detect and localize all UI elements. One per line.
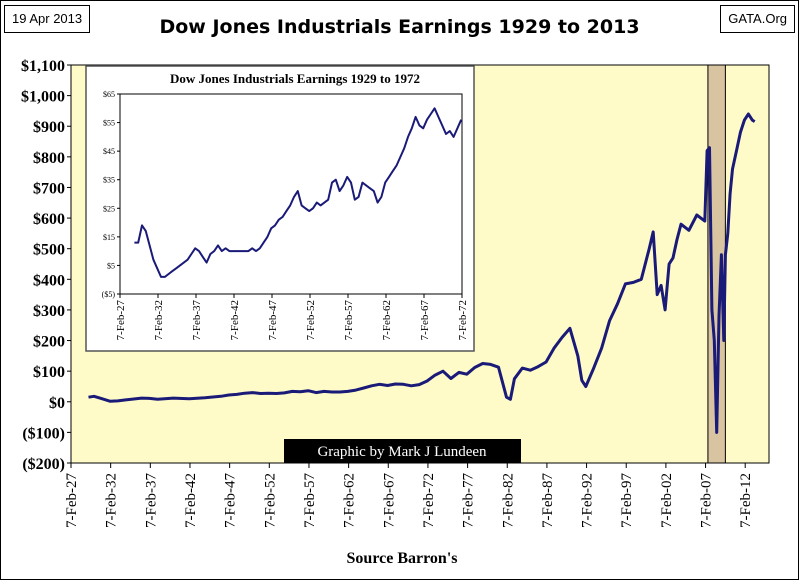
y-tick-label: $1,100 xyxy=(21,58,65,75)
inset-x-tick-label: 7-Feb-67 xyxy=(419,300,431,341)
y-tick-label: $600 xyxy=(33,211,65,228)
inset-x-tick-label: 7-Feb-52 xyxy=(305,300,317,340)
x-tick-label: 7-Feb-72 xyxy=(421,473,437,528)
inset-x-tick-label: 7-Feb-42 xyxy=(229,300,241,340)
x-tick-label: 7-Feb-27 xyxy=(64,473,80,528)
inset-y-tick-label: $35 xyxy=(103,176,115,185)
x-tick-label: 7-Feb-02 xyxy=(659,473,675,528)
x-tick-label: 7-Feb-32 xyxy=(104,473,120,528)
site-label: GATA.Org xyxy=(720,5,795,33)
y-tick-label: $1,000 xyxy=(21,89,65,106)
x-tick-label: 7-Feb-92 xyxy=(580,473,596,528)
inset-plot-area xyxy=(119,93,463,295)
y-tick-label: $700 xyxy=(33,180,65,197)
inset-y-tick-label: ($5) xyxy=(102,290,116,299)
inset-y-tick-label: $55 xyxy=(103,119,115,128)
y-tick-label: $800 xyxy=(33,150,65,167)
y-tick-label: $400 xyxy=(33,272,65,289)
inset-y-tick-label: $65 xyxy=(103,90,115,99)
credit-box xyxy=(284,439,521,463)
x-tick-label: 7-Feb-42 xyxy=(183,473,199,528)
date-label: 19 Apr 2013 xyxy=(4,5,91,33)
x-tick-label: 7-Feb-07 xyxy=(699,473,715,528)
x-tick-label: 7-Feb-77 xyxy=(461,473,477,528)
y-tick-label: ($100) xyxy=(22,425,65,442)
x-tick-label: 7-Feb-37 xyxy=(143,473,159,528)
y-tick-label: $200 xyxy=(33,334,65,351)
y-tick-label: $300 xyxy=(33,303,65,320)
inset-y-tick-label: $5 xyxy=(107,261,115,270)
main-series-line xyxy=(88,112,756,434)
inset-x-tick-label: 7-Feb-27 xyxy=(115,300,127,341)
x-tick-label: 7-Feb-62 xyxy=(342,473,358,528)
y-tick-label: $100 xyxy=(33,364,65,381)
inset-y-tick-label: $15 xyxy=(103,233,115,242)
x-tick-label: 7-Feb-87 xyxy=(540,473,556,528)
x-tick-label: 7-Feb-82 xyxy=(500,473,516,528)
inset-y-tick-label: $25 xyxy=(103,204,115,213)
inset-x-tick-label: 7-Feb-72 xyxy=(457,300,469,340)
y-tick-label: ($200) xyxy=(22,456,65,473)
inset-x-tick-label: 7-Feb-62 xyxy=(381,300,393,340)
x-tick-label: 7-Feb-12 xyxy=(738,473,754,528)
y-tick-label: $500 xyxy=(33,242,65,259)
inset-x-tick-label: 7-Feb-57 xyxy=(343,300,355,341)
x-tick-label: 7-Feb-97 xyxy=(619,473,635,528)
y-tick-label: $900 xyxy=(33,119,65,136)
inset-y-tick-label: $45 xyxy=(103,147,115,156)
inset-x-tick-label: 7-Feb-32 xyxy=(153,300,165,340)
x-tick-label: 7-Feb-67 xyxy=(381,473,397,528)
x-tick-label: 7-Feb-57 xyxy=(302,473,318,528)
inset-x-tick-label: 7-Feb-37 xyxy=(191,300,203,341)
x-axis-label: Source Barron's xyxy=(347,550,458,567)
x-tick-label: 7-Feb-52 xyxy=(262,473,278,528)
inset-series-line xyxy=(134,107,463,278)
x-tick-label: 7-Feb-47 xyxy=(223,473,239,528)
inset-x-tick-label: 7-Feb-47 xyxy=(267,300,279,341)
chart-title: Dow Jones Industrials Earnings 1929 to 2… xyxy=(159,16,640,38)
y-tick-label: $0 xyxy=(49,395,65,412)
credit-text: Graphic by Mark J Lundeen xyxy=(317,444,487,460)
inset-title: Dow Jones Industrials Earnings 1929 to 1… xyxy=(170,71,420,86)
